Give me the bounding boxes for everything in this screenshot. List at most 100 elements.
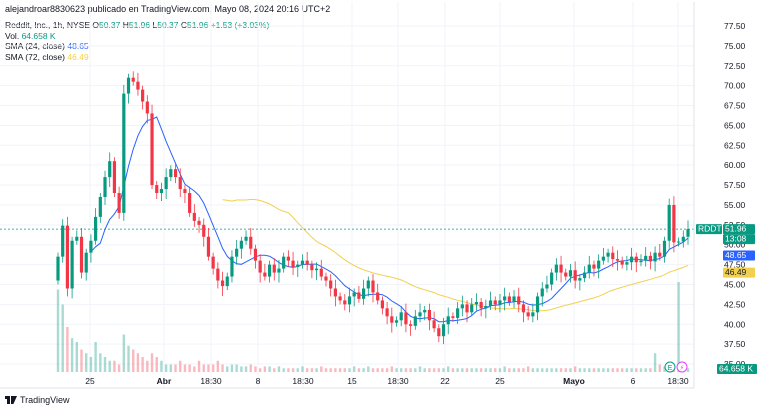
candle-body: [582, 272, 587, 279]
candle-body: [192, 212, 196, 221]
candle-body: [347, 296, 352, 305]
candle-body: [188, 193, 192, 213]
candle-body: [611, 252, 615, 260]
volume-bar: [404, 368, 408, 372]
candle-body: [493, 300, 497, 305]
volume-bar: [583, 368, 586, 372]
volume-bar: [461, 368, 464, 372]
volume-bar: [89, 357, 93, 372]
volume-bar: [475, 368, 478, 372]
volume-bar: [451, 368, 455, 372]
volume-bar: [240, 366, 243, 372]
candle-body: [310, 264, 314, 271]
volume-bar: [484, 368, 488, 372]
candle-body: [56, 256, 60, 281]
tag-sma24-text: 48.65: [725, 250, 747, 260]
y-tick-label: 72.50: [724, 61, 746, 71]
volume-bar: [357, 368, 361, 372]
candle-body: [470, 304, 474, 313]
tag-sma72-bg: [723, 267, 755, 278]
volume-bar: [56, 289, 60, 372]
candle-body: [564, 272, 568, 277]
candle-body: [512, 296, 516, 302]
x-tick-label: Mayo: [563, 376, 585, 386]
earnings-icon: [664, 361, 676, 373]
candle-body: [634, 256, 638, 263]
volume-bar: [141, 357, 144, 372]
candle-body: [225, 276, 229, 287]
candle-body: [427, 309, 432, 321]
y-tick-label: 77.50: [724, 21, 746, 31]
tag-last-bg: [723, 224, 755, 235]
legend-symbol: Reddit, Inc., 1h, NYSE: [5, 20, 91, 30]
candle-body: [263, 272, 267, 277]
candle-body: [545, 284, 549, 289]
candle-body: [531, 312, 535, 317]
volume-bar: [216, 360, 220, 372]
candle-body: [521, 304, 526, 313]
volume-bar: [559, 368, 563, 372]
volume-bar: [508, 368, 511, 372]
candle-body: [540, 288, 544, 297]
candle-body: [164, 177, 168, 190]
y-tick-label: 62.50: [724, 140, 746, 150]
footer: TradingView: [5, 395, 70, 405]
candle-body: [117, 193, 121, 213]
volume-bar: [625, 368, 629, 372]
volume-bar: [686, 368, 690, 372]
candle-body: [70, 240, 74, 289]
volume-bar: [611, 368, 614, 372]
candle-body: [136, 81, 140, 90]
y-tick-label: 60.00: [724, 160, 746, 170]
volume-bar: [385, 368, 389, 372]
candle-body: [644, 255, 648, 261]
candle-body: [216, 268, 220, 281]
volume-bar: [211, 364, 215, 372]
volume-bar: [320, 366, 323, 372]
volume-bar: [390, 366, 394, 372]
x-tick-label: 8: [256, 376, 261, 386]
candle-body: [202, 224, 206, 237]
candle-body: [681, 236, 685, 242]
volume-bar: [578, 368, 582, 372]
volume-bar: [630, 368, 633, 372]
tag-last: 51.96: [723, 224, 755, 235]
sma24-line: [90, 116, 689, 323]
footer-brand: TradingView: [20, 395, 70, 405]
volume-bar: [555, 368, 558, 372]
candle-body: [159, 189, 164, 194]
candle-body: [145, 101, 149, 114]
candle-body: [84, 252, 88, 273]
volume-bar: [310, 368, 314, 372]
volume-bar: [635, 368, 638, 372]
volume-bar: [639, 368, 643, 372]
candle-body: [554, 264, 558, 273]
candle-body: [126, 77, 131, 94]
candle-body: [131, 77, 135, 82]
volume-bar: [479, 368, 483, 372]
volume-bar: [273, 368, 276, 372]
y-tick-label: 42.50: [724, 299, 746, 309]
volume-bar: [324, 368, 328, 372]
volume-bar: [597, 368, 600, 372]
x-tick-label: 18:30: [200, 376, 222, 386]
legend-low: 50.37: [157, 20, 179, 30]
legend-sma72: SMA (72, close) 46.49: [5, 51, 89, 62]
candle-body: [648, 255, 652, 262]
volume-bar: [249, 364, 252, 372]
volume-bar: [80, 349, 83, 372]
volume-bar: [164, 364, 168, 372]
candle-body: [230, 256, 234, 277]
volume-bar: [66, 327, 69, 372]
candle-body: [573, 270, 577, 281]
y-tick-label: 47.50: [724, 260, 746, 270]
candle-body: [550, 272, 554, 285]
candle-body: [197, 220, 201, 225]
y-tick-label: 70.00: [724, 81, 746, 91]
volume-bar: [663, 366, 666, 372]
candle-body: [253, 248, 258, 261]
volume-bar: [254, 366, 257, 372]
volume-bar: [169, 364, 173, 372]
volume-bar: [381, 368, 384, 372]
